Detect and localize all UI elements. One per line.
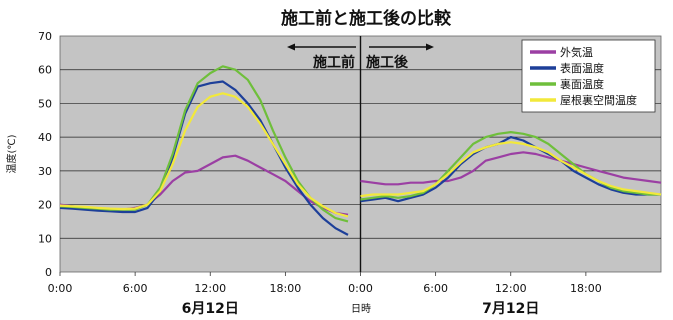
x-tick-label: 18:00 [570, 282, 602, 295]
legend-label: 屋根裏空間温度 [560, 93, 637, 107]
y-tick-label: 50 [38, 97, 52, 110]
y-tick-label: 10 [38, 232, 52, 245]
chart-title: 施工前と施工後の比較 [281, 8, 452, 29]
x-axis-label: 日時 [351, 303, 371, 315]
y-tick-label: 0 [45, 266, 52, 279]
x-tick-label: 12:00 [495, 282, 527, 295]
series-line-4-after [360, 141, 662, 198]
series-line-2-before [59, 80, 349, 236]
y-axis-label: 温度(℃) [5, 134, 18, 173]
y-tick-label: 70 [38, 30, 52, 43]
x-tick-label: 0:00 [348, 282, 373, 295]
x-tick-label: 12:00 [194, 282, 226, 295]
x-tick-label: 6:00 [423, 282, 448, 295]
before-arrow [287, 43, 356, 51]
series-line-2-after [360, 136, 661, 203]
period-labels: 施工前 施工後 [287, 43, 434, 71]
after-label: 施工後 [366, 54, 409, 71]
series-line-4-before [59, 92, 349, 218]
date-labels: 6月12日 7月12日 [182, 301, 540, 317]
y-tick-label: 30 [38, 165, 52, 178]
date-label: 7月12日 [482, 301, 539, 317]
y-tick-label: 40 [38, 131, 52, 144]
legend-label: 表面温度 [560, 61, 604, 75]
series-line-3-after [360, 131, 661, 201]
after-arrow [369, 43, 434, 51]
legend-label: 外気温 [560, 45, 593, 59]
y-tick-labels: 0 10 20 30 40 50 60 70 [38, 30, 52, 279]
x-tick-label: 6:00 [123, 282, 148, 295]
date-label: 6月12日 [182, 301, 239, 317]
series-lines [59, 65, 662, 236]
y-tick-label: 60 [38, 64, 52, 77]
legend-label: 裏面温度 [560, 77, 604, 91]
x-tick-label: 0:00 [48, 282, 73, 295]
series-line-1-after [360, 151, 662, 186]
x-tick-labels: 0:00 6:00 12:00 18:00 0:00 6:00 12:00 18:00 [48, 272, 602, 295]
before-label: 施工前 [313, 54, 355, 71]
x-tick-label: 18:00 [270, 282, 302, 295]
y-tick-label: 20 [38, 199, 52, 212]
